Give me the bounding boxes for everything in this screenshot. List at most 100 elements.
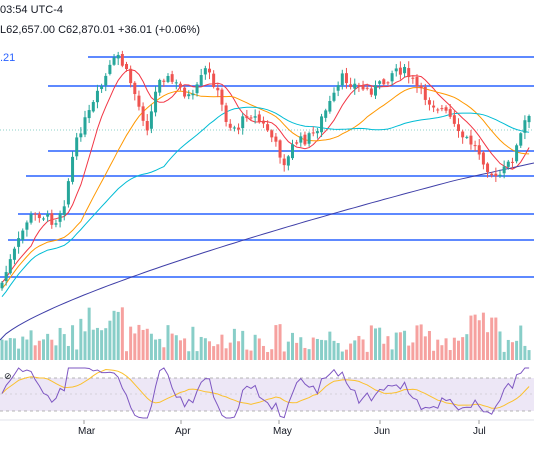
candle-body	[71, 156, 75, 182]
volume-bar	[116, 311, 120, 360]
volume-bar	[29, 330, 33, 360]
candle-body	[365, 87, 369, 89]
candle-body	[390, 73, 394, 82]
candle-body	[245, 116, 249, 119]
volume-bar	[87, 307, 91, 360]
candle-body	[299, 136, 303, 143]
volume-bar	[295, 342, 299, 360]
volume-bar	[166, 325, 170, 360]
x-axis-label: Mar	[78, 426, 96, 437]
volume-bar	[79, 318, 83, 360]
volume-bar	[228, 342, 232, 360]
rsi-settings-icon: ⊘	[4, 371, 12, 381]
volume-bar	[83, 331, 87, 360]
candle-body	[174, 82, 178, 84]
candle-body	[510, 161, 514, 163]
candle-body	[349, 84, 353, 88]
candle-body	[50, 213, 54, 225]
volume-bar	[498, 331, 502, 360]
candle-body	[519, 133, 523, 146]
candle-body	[315, 131, 319, 134]
candle-body	[104, 75, 108, 86]
candle-body	[515, 145, 519, 162]
volume-bar	[91, 329, 95, 360]
candle-body	[232, 127, 236, 129]
volume-bar	[320, 339, 324, 360]
candle-body	[58, 213, 62, 222]
moving-average-lines	[0, 69, 534, 341]
volume-bar	[162, 347, 166, 360]
candle-body	[369, 88, 373, 95]
candle-body	[361, 85, 365, 90]
candle-body	[208, 68, 211, 73]
candle-body	[295, 142, 299, 144]
candle-body	[120, 54, 124, 66]
candle-body	[415, 77, 419, 87]
volume-bar	[104, 328, 108, 360]
volume-bar	[440, 345, 444, 360]
candlestick-series	[0, 50, 531, 291]
ma-fast-line	[1, 69, 530, 284]
x-axis-label: Jun	[374, 426, 390, 437]
volume-bar	[170, 333, 174, 360]
candle-body	[398, 67, 402, 75]
candle-body	[195, 84, 199, 94]
volume-bar	[137, 324, 141, 360]
rsi-line	[1, 367, 530, 419]
volume-bar	[315, 338, 319, 360]
volume-bar	[95, 327, 99, 360]
x-axis-label: Jul	[473, 426, 486, 437]
volume-bar	[494, 317, 498, 360]
candle-body	[261, 120, 265, 124]
candle-body	[286, 156, 290, 166]
volume-bar	[427, 330, 431, 360]
candle-body	[21, 230, 25, 240]
candle-body	[191, 93, 195, 96]
candle-body	[228, 123, 232, 128]
volume-bar	[37, 340, 41, 360]
volume-bar	[133, 333, 137, 360]
candle-body	[494, 173, 498, 177]
candle-body	[79, 133, 83, 138]
volume-bar	[241, 330, 245, 360]
candle-body	[129, 68, 133, 84]
volume-bar	[237, 341, 241, 360]
header-indicator-value: .21	[0, 52, 16, 64]
volume-bar	[340, 351, 344, 360]
volume-bar	[261, 345, 265, 360]
ma-long-line	[0, 162, 534, 341]
volume-bar	[510, 342, 514, 360]
volume-bar	[349, 343, 353, 360]
volume-bar	[54, 345, 58, 360]
volume-bar	[527, 350, 531, 360]
volume-bar	[328, 331, 332, 360]
candle-body	[100, 86, 104, 90]
volume-bar	[208, 341, 211, 360]
volume-bar	[224, 348, 228, 360]
candle-body	[432, 105, 436, 108]
candle-body	[162, 80, 166, 82]
candle-body	[344, 73, 348, 84]
volume-bar	[473, 314, 477, 360]
candle-body	[477, 145, 481, 155]
candle-body	[411, 77, 415, 79]
volume-bar	[191, 326, 195, 360]
volume-bar	[461, 337, 465, 360]
candle-body	[490, 173, 494, 176]
volume-bar	[66, 345, 70, 360]
rsi-pane: ⊘	[0, 367, 534, 419]
header-time: 03:54 UTC-4	[0, 4, 63, 16]
volume-bar	[145, 328, 149, 360]
volume-bar	[212, 346, 216, 360]
volume-bar	[332, 340, 336, 360]
volume-bar	[183, 338, 187, 360]
candle-body	[486, 163, 490, 173]
candle-body	[457, 124, 460, 132]
volume-bar	[365, 351, 369, 360]
candle-body	[328, 101, 332, 112]
candle-body	[266, 124, 270, 131]
volume-bar	[46, 333, 50, 360]
candle-body	[291, 144, 294, 159]
volume-bar	[203, 338, 207, 360]
